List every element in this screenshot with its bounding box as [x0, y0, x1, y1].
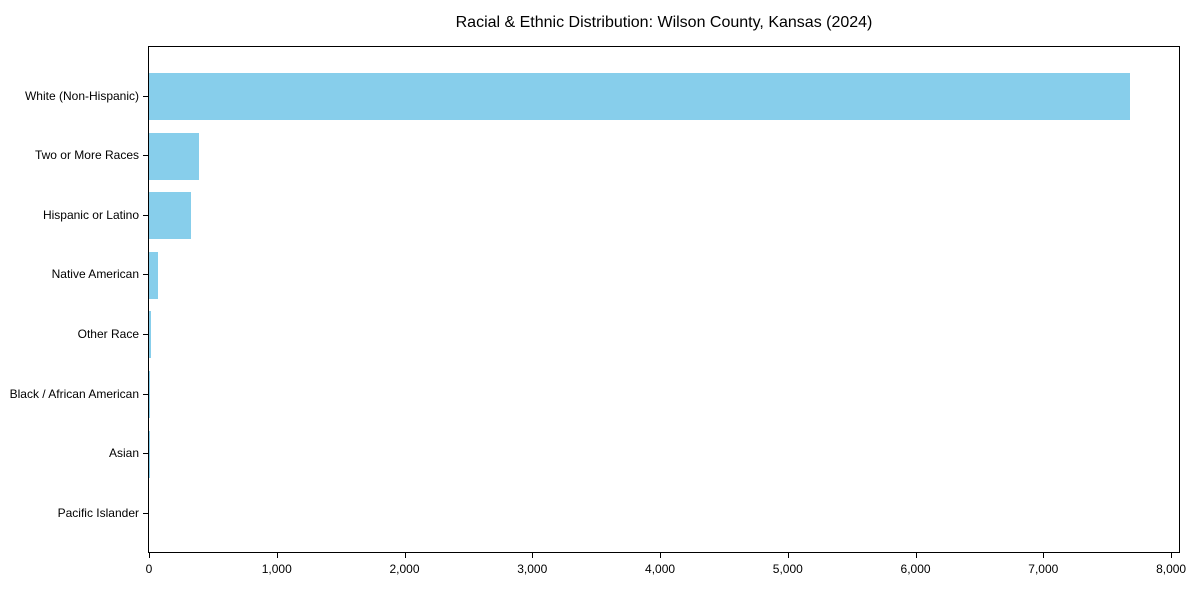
x-tick-mark: [660, 553, 662, 558]
y-tick-mark: [143, 333, 148, 335]
chart-title: Racial & Ethnic Distribution: Wilson Cou…: [455, 14, 873, 31]
y-tick-label-native-american: Native American: [51, 267, 139, 282]
y-tick-mark: [143, 274, 148, 276]
y-tick-mark: [143, 453, 148, 455]
x-tick-mark: [532, 553, 534, 558]
y-tick-mark: [143, 155, 148, 157]
y-tick-mark: [143, 393, 148, 395]
bar-native-american: [149, 251, 158, 299]
x-tick-label-2-000: 2,000: [389, 562, 420, 576]
x-tick-mark: [787, 553, 789, 558]
bar-white-non-hispanic: [149, 73, 1131, 120]
y-tick-mark: [143, 512, 148, 514]
bar-hispanic-or-latino: [149, 192, 191, 240]
y-tick-label-asian: Asian: [108, 446, 139, 461]
y-tick-label-black-african-american: Black / African American: [9, 386, 139, 401]
y-tick-label-two-or-more-races: Two or More Races: [34, 148, 139, 163]
x-tick-mark: [276, 553, 278, 558]
x-tick-mark: [149, 553, 150, 558]
x-tick-mark: [404, 553, 406, 558]
x-tick-label-8-000: 8,000: [1156, 562, 1187, 576]
x-tick-mark: [1043, 553, 1045, 558]
x-tick-label-5-000: 5,000: [772, 562, 803, 576]
x-tick-label-0: 0: [145, 562, 153, 576]
x-tick-label-1-000: 1,000: [261, 562, 292, 576]
x-tick-label-6-000: 6,000: [900, 562, 931, 576]
bar-two-or-more-races: [149, 132, 200, 180]
x-tick-label-3-000: 3,000: [517, 562, 548, 576]
plot-area: [148, 46, 1180, 553]
y-tick-mark: [143, 95, 148, 97]
x-tick-label-7-000: 7,000: [1028, 562, 1059, 576]
x-tick-mark: [1171, 553, 1173, 558]
bar-other-race: [149, 311, 151, 359]
bar-black-african-american: [149, 371, 151, 418]
y-tick-label-other-race: Other Race: [77, 326, 139, 341]
y-tick-label-hispanic-or-latino: Hispanic or Latino: [42, 207, 139, 222]
y-tick-label-white-non-hispanic: White (Non-Hispanic): [24, 88, 139, 103]
x-tick-label-4-000: 4,000: [645, 562, 676, 576]
y-tick-label-pacific-islander: Pacific Islander: [57, 505, 139, 520]
y-tick-mark: [143, 214, 148, 216]
x-tick-mark: [915, 553, 917, 558]
